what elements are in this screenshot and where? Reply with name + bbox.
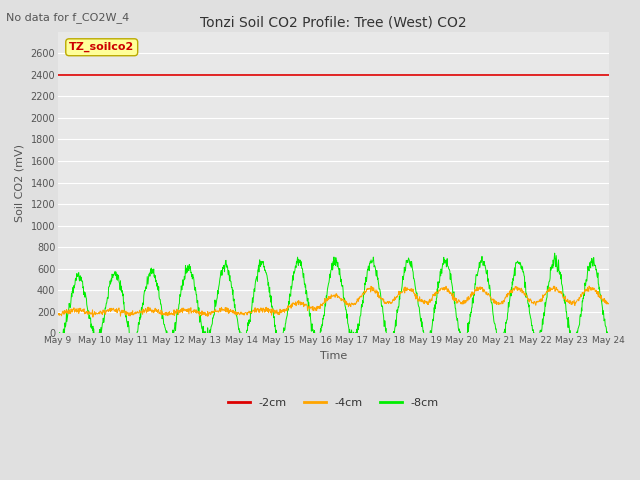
Title: Tonzi Soil CO2 Profile: Tree (West) CO2: Tonzi Soil CO2 Profile: Tree (West) CO2 <box>200 15 467 29</box>
Y-axis label: Soil CO2 (mV): Soil CO2 (mV) <box>15 144 25 221</box>
Text: No data for f_CO2W_4: No data for f_CO2W_4 <box>6 12 130 23</box>
Text: TZ_soilco2: TZ_soilco2 <box>69 42 134 52</box>
X-axis label: Time: Time <box>320 351 347 361</box>
Legend: -2cm, -4cm, -8cm: -2cm, -4cm, -8cm <box>223 394 444 412</box>
